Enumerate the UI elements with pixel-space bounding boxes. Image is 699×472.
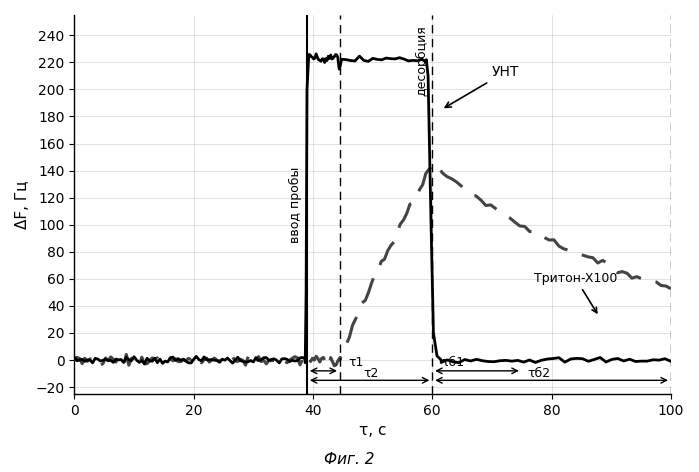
Text: τ1: τ1	[349, 356, 364, 370]
Text: τ2: τ2	[363, 367, 379, 379]
X-axis label: τ, с: τ, с	[359, 423, 387, 438]
Text: τб2: τб2	[528, 367, 551, 379]
Text: Тритон-X100: Тритон-X100	[533, 271, 617, 313]
Y-axis label: ΔF, Гц: ΔF, Гц	[15, 180, 30, 228]
Text: Фиг. 2: Фиг. 2	[324, 452, 375, 467]
Text: τб1: τб1	[441, 356, 464, 370]
Text: ввод пробы: ввод пробы	[289, 166, 302, 243]
Text: УНТ: УНТ	[445, 65, 519, 107]
Text: десорбция: десорбция	[416, 25, 428, 96]
